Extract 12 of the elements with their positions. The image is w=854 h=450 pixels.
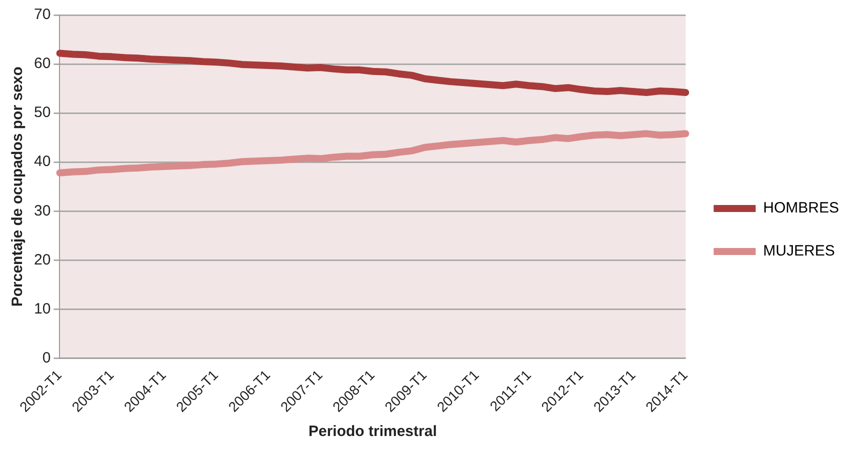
y-tick-label: 50 bbox=[34, 104, 51, 122]
y-tick-label: 10 bbox=[34, 300, 51, 318]
legend-label: HOMBRES bbox=[763, 200, 839, 217]
y-tick-label: 70 bbox=[34, 6, 51, 24]
x-axis-title: Periodo trimestral bbox=[308, 423, 437, 440]
y-tick-label: 40 bbox=[34, 153, 51, 170]
y-axis-title: Porcentaje de ocupados por sexo bbox=[9, 66, 26, 307]
y-tick-label: 60 bbox=[34, 55, 51, 72]
y-tick-label: 30 bbox=[34, 202, 51, 220]
legend-label: MUJERES bbox=[763, 242, 835, 260]
y-tick-label: 20 bbox=[34, 251, 51, 268]
y-tick-label: 0 bbox=[42, 349, 51, 366]
